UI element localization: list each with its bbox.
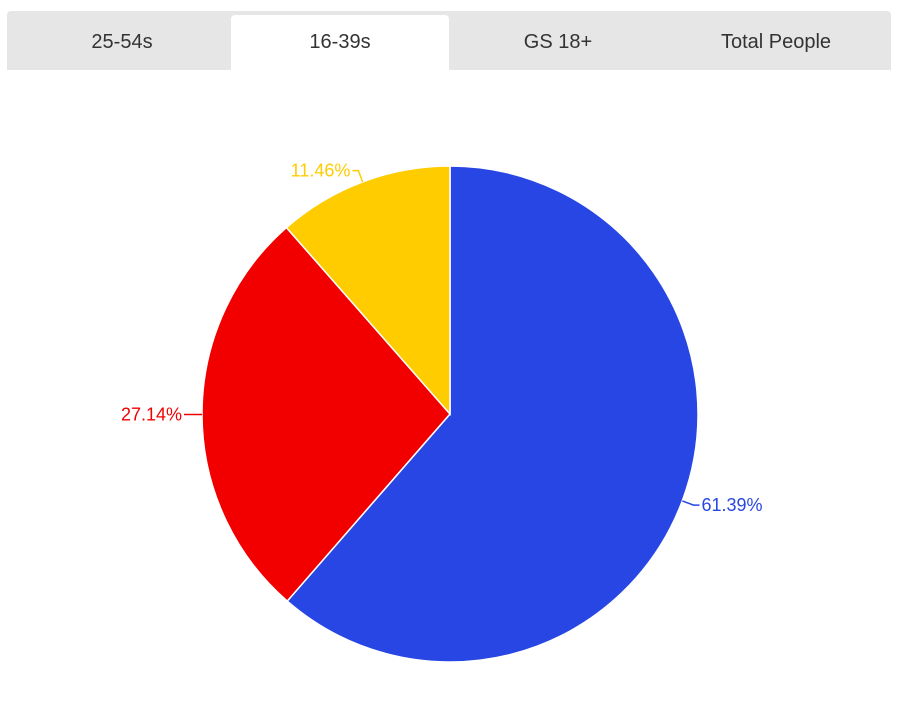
pie-data-label-1: 27.14% (121, 405, 182, 425)
tab-bar: 25-54s 16-39s GS 18+ Total People (7, 11, 891, 70)
pie-slice-1[interactable] (201, 226, 451, 603)
pie-leader-line-0 (682, 500, 700, 506)
tab-total-people[interactable]: Total People (720, 31, 832, 53)
tab-16-39s[interactable]: 16-39s (231, 15, 449, 70)
tab-25-54s[interactable]: 25-54s (91, 31, 153, 53)
tab-gs-18-plus[interactable]: GS 18+ (523, 31, 593, 53)
pie-leader-line-2 (352, 169, 364, 183)
pie-data-label-0: 61.39% (702, 495, 763, 515)
pie-slice-2[interactable] (285, 165, 451, 416)
pie-slice-0[interactable] (286, 165, 699, 663)
pie-data-label-2: 11.46% (291, 161, 351, 181)
